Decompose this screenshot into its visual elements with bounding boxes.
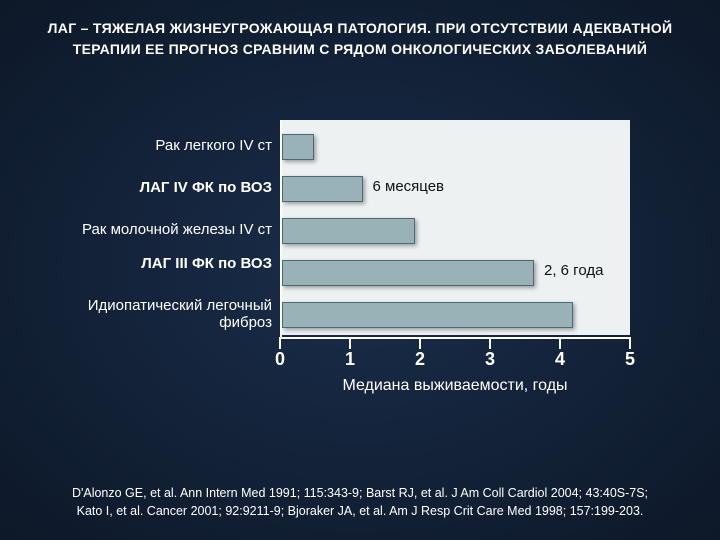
- title-line-1: ЛАГ – ТЯЖЕЛАЯ ЖИЗНЕУГРОЖАЮЩАЯ ПАТОЛОГИЯ.…: [30, 18, 690, 39]
- x-tick-label: 1: [345, 349, 355, 370]
- value-label: 2, 6 года: [544, 262, 603, 279]
- x-axis-label: Медиана выживаемости, годы: [280, 377, 630, 395]
- row-label: Рак молочной железы IV ст: [20, 222, 280, 239]
- x-tick: [349, 337, 351, 349]
- row-label: ЛАГ IV ФК по ВОЗ: [20, 180, 280, 197]
- bar: [282, 260, 534, 286]
- chart-row: ЛАГ III ФК по ВОЗ 2, 6 года: [0, 254, 720, 292]
- bar: [282, 176, 363, 202]
- chart-row: ЛАГ IV ФК по ВОЗ 6 месяцев: [0, 170, 720, 208]
- references-line-1: D'Alonzo GE, et al. Ann Intern Med 1991;…: [20, 485, 700, 503]
- x-tick: [489, 337, 491, 349]
- row-label: Идиопатический легочный фиброз: [70, 298, 280, 331]
- slide-title: ЛАГ – ТЯЖЕЛАЯ ЖИЗНЕУГРОЖАЮЩАЯ ПАТОЛОГИЯ.…: [0, 0, 720, 60]
- value-label: 6 месяцев: [373, 178, 445, 195]
- x-tick-label: 4: [555, 349, 565, 370]
- x-tick-label: 3: [485, 349, 495, 370]
- x-tick-label: 2: [415, 349, 425, 370]
- x-tick: [419, 337, 421, 349]
- x-tick: [279, 337, 281, 349]
- x-tick: [559, 337, 561, 349]
- bar: [282, 302, 573, 328]
- bar: [282, 218, 415, 244]
- bar: [282, 134, 314, 160]
- references-line-2: Kato I, et al. Cancer 2001; 92:9211-9; B…: [20, 503, 700, 521]
- chart-row: Рак молочной железы IV ст: [0, 212, 720, 250]
- chart-row: Идиопатический легочный фиброз: [0, 296, 720, 334]
- title-line-2: ТЕРАПИИ ЕЕ ПРОГНОЗ СРАВНИМ С РЯДОМ ОНКОЛ…: [30, 39, 690, 60]
- references: D'Alonzo GE, et al. Ann Intern Med 1991;…: [0, 485, 720, 520]
- chart-row: Рак легкого IV ст: [0, 128, 720, 166]
- row-label: Рак легкого IV ст: [20, 138, 280, 155]
- x-tick-label: 5: [625, 349, 635, 370]
- row-label: ЛАГ III ФК по ВОЗ: [70, 256, 280, 273]
- survival-bar-chart: Рак легкого IV ст ЛАГ IV ФК по ВОЗ 6 месяц…: [0, 110, 720, 430]
- y-axis: [280, 120, 282, 337]
- x-tick-label: 0: [275, 349, 285, 370]
- x-axis: [280, 337, 630, 339]
- x-tick: [629, 337, 631, 349]
